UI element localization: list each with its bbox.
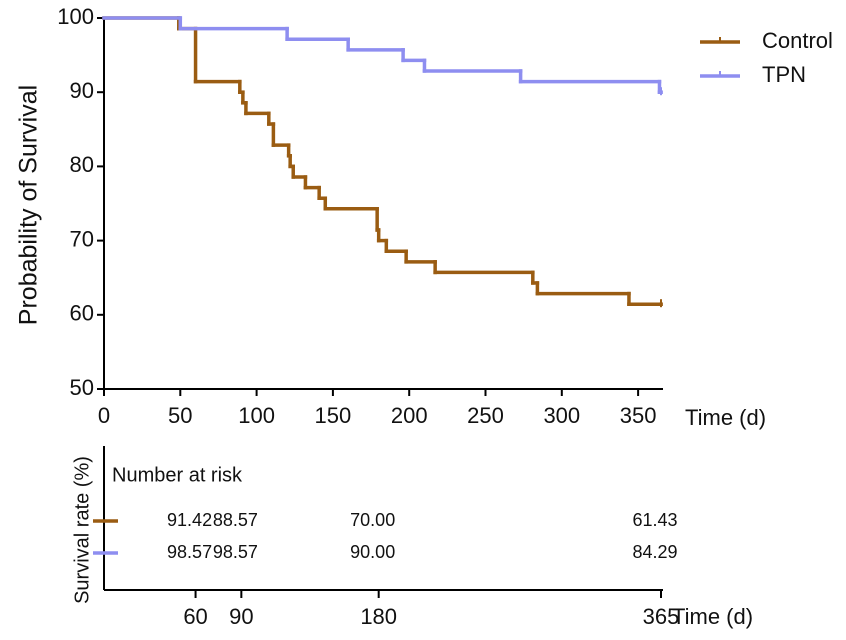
legend-label: Control [762, 28, 833, 53]
x-tick-label: 250 [467, 403, 504, 428]
y-tick-label: 80 [70, 152, 94, 177]
risk-x-tick-label: 365 [643, 604, 680, 629]
risk-title: Number at risk [112, 464, 243, 486]
risk-value: 98.57 [167, 542, 212, 562]
legend-label: TPN [762, 62, 806, 87]
x-tick-label: 150 [315, 403, 352, 428]
y-tick-label: 90 [70, 78, 94, 103]
risk-value: 98.57 [213, 542, 258, 562]
risk-value: 91.42 [167, 510, 212, 530]
risk-x-tick-label: 180 [360, 604, 397, 629]
risk-x-label: Time (d) [672, 604, 753, 629]
x-tick-label: 300 [543, 403, 580, 428]
y-tick-label: 100 [57, 4, 94, 29]
y-tick-label: 50 [70, 375, 94, 400]
x-tick-label: 0 [98, 403, 110, 428]
risk-value: 84.29 [632, 542, 677, 562]
risk-value: 61.43 [632, 510, 677, 530]
x-tick-label: 100 [238, 403, 275, 428]
y-axis-label: Probability of Survival [15, 85, 43, 325]
risk-value: 90.00 [350, 542, 395, 562]
x-axis-label: Time (d) [685, 405, 766, 430]
y-tick-label: 70 [70, 226, 94, 251]
x-tick-label: 350 [620, 403, 657, 428]
risk-y-label: Survival rate (%) [71, 456, 93, 604]
x-tick-label: 50 [168, 403, 192, 428]
risk-x-tick-label: 60 [183, 604, 207, 629]
x-tick-label: 200 [391, 403, 428, 428]
risk-value: 70.00 [350, 510, 395, 530]
y-tick-label: 60 [70, 301, 94, 326]
risk-x-tick-label: 90 [229, 604, 253, 629]
risk-value: 88.57 [213, 510, 258, 530]
